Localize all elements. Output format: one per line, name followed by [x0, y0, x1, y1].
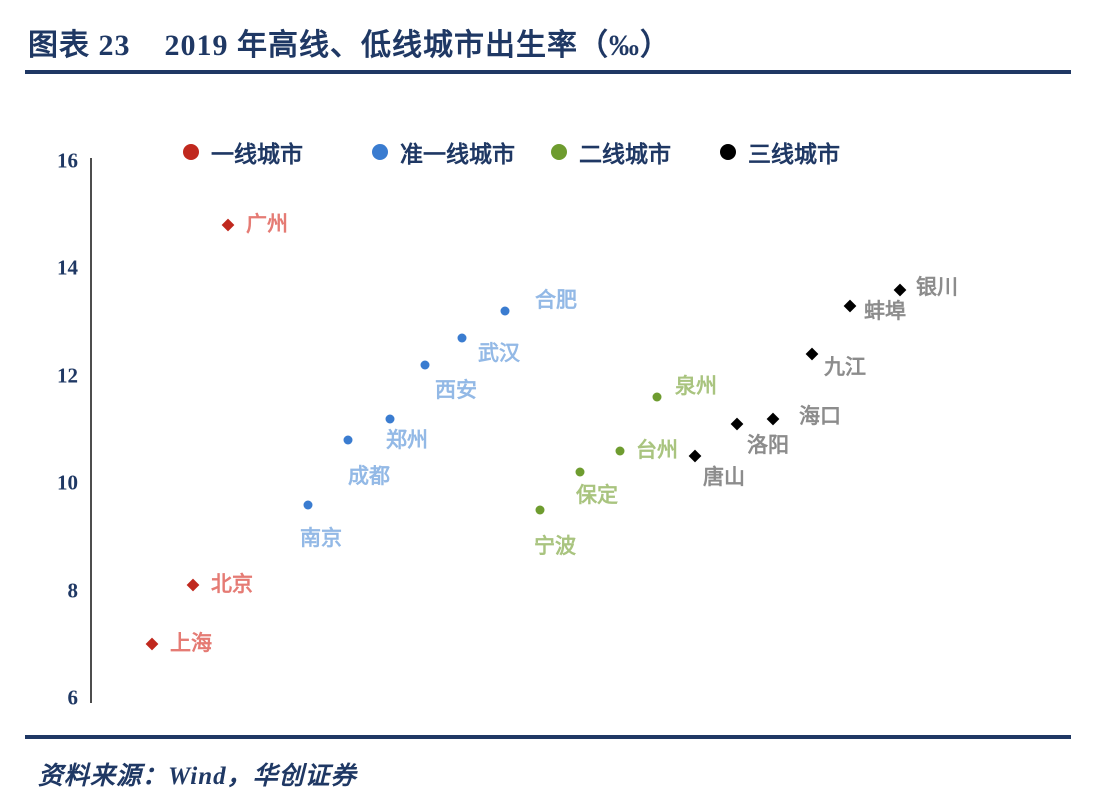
- y-axis-tick-label: 10: [57, 470, 78, 495]
- figure-title: 图表 23 2019 年高线、低线城市出生率（‰）: [28, 20, 671, 64]
- point-label: 九江: [824, 355, 866, 380]
- point-label: 唐山: [703, 465, 745, 490]
- y-axis-tick-label: 12: [57, 363, 78, 388]
- point-label: 泉州: [675, 374, 717, 399]
- scatter-point: [186, 578, 200, 592]
- point-label: 蚌埠: [864, 298, 906, 323]
- scatter-point: [420, 360, 430, 370]
- figure-name: 2019 年高线、低线城市出生率（‰）: [164, 29, 671, 62]
- point-label: 广州: [246, 212, 288, 237]
- scatter-point: [730, 417, 744, 431]
- point-label: 郑州: [386, 427, 428, 452]
- legend-dot-icon: [372, 144, 388, 160]
- legend-label: 二线城市: [579, 142, 671, 167]
- legend-dot-icon: [720, 144, 736, 160]
- y-axis-tick-label: 14: [57, 255, 78, 280]
- y-axis-tick-label: 16: [57, 148, 78, 173]
- scatter-point: [766, 412, 780, 426]
- point-label: 上海: [170, 631, 212, 656]
- scatter-point: [500, 306, 510, 316]
- scatter-point: [652, 392, 662, 402]
- legend-label: 准一线城市: [400, 142, 515, 167]
- point-label: 西安: [435, 378, 477, 403]
- legend-item: 二线城市: [551, 135, 671, 169]
- legend-label: 一线城市: [211, 142, 303, 167]
- figure-label: 图表 23: [28, 29, 131, 62]
- y-axis-tick-label: 6: [67, 685, 79, 710]
- legend-item: 准一线城市: [372, 135, 515, 169]
- point-label: 洛阳: [747, 433, 789, 458]
- legend-dot-icon: [551, 144, 567, 160]
- scatter-point: [457, 333, 467, 343]
- point-label: 成都: [348, 464, 390, 489]
- legend-label: 三线城市: [748, 142, 840, 167]
- scatter-point: [343, 435, 353, 445]
- scatter-point: [843, 299, 857, 313]
- scatter-point: [535, 505, 545, 515]
- scatter-point: [688, 449, 702, 463]
- scatter-point: [303, 500, 313, 510]
- point-label: 宁波: [534, 534, 576, 559]
- legend-dot-icon: [183, 144, 199, 160]
- scatter-point: [145, 637, 159, 651]
- scatter-point: [805, 347, 819, 361]
- point-label: 台州: [636, 437, 678, 462]
- point-label: 保定: [576, 483, 618, 508]
- scatter-point: [575, 467, 585, 477]
- point-label: 南京: [300, 525, 342, 550]
- point-label: 北京: [211, 572, 253, 597]
- scatter-point: [385, 414, 395, 424]
- scatter-point: [221, 219, 235, 232]
- point-label: 武汉: [478, 341, 520, 366]
- title-underline-rule: [25, 70, 1071, 74]
- point-label: 海口: [799, 403, 841, 428]
- point-label: 银川: [916, 274, 958, 299]
- y-axis-line: [90, 158, 92, 703]
- y-axis-tick-label: 8: [67, 578, 79, 603]
- legend-item: 三线城市: [720, 135, 840, 169]
- scatter-point: [615, 446, 625, 456]
- source-divider-rule: [25, 735, 1071, 739]
- point-label: 合肥: [535, 288, 577, 313]
- legend-item: 一线城市: [183, 135, 303, 169]
- scatter-point: [893, 283, 907, 297]
- source-note: 资料来源：Wind，华创证券: [38, 763, 357, 790]
